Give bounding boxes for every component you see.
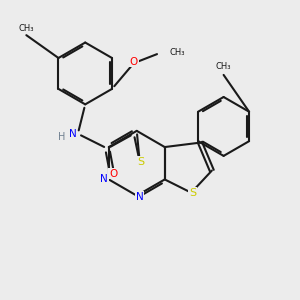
Text: CH₃: CH₃ xyxy=(19,24,34,33)
Text: H: H xyxy=(58,132,65,142)
Text: N: N xyxy=(136,192,144,202)
Text: CH₃: CH₃ xyxy=(169,48,184,57)
Text: N: N xyxy=(69,129,76,139)
Text: O: O xyxy=(109,169,117,178)
Text: N: N xyxy=(100,174,108,184)
Text: CH₃: CH₃ xyxy=(216,62,231,71)
Text: S: S xyxy=(138,157,145,167)
Text: S: S xyxy=(189,188,196,198)
Text: O: O xyxy=(130,57,138,67)
